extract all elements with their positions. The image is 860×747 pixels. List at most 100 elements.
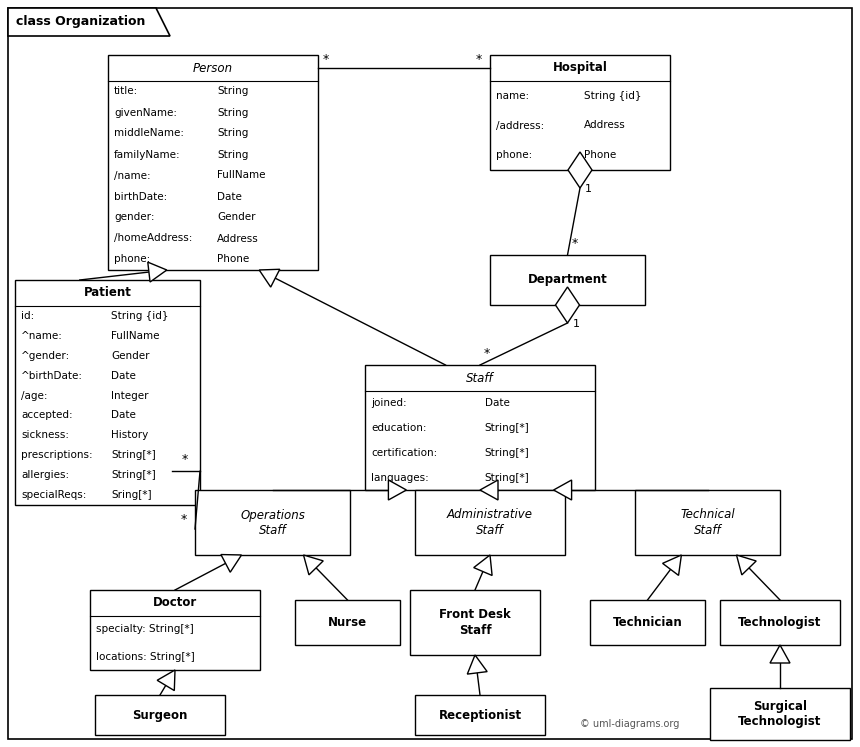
Polygon shape xyxy=(770,645,790,663)
Text: FullName: FullName xyxy=(218,170,266,181)
Text: *: * xyxy=(572,237,578,250)
Text: Technician: Technician xyxy=(612,616,682,629)
Text: class Organization: class Organization xyxy=(16,16,145,28)
Text: String {id}: String {id} xyxy=(584,91,641,101)
Text: *: * xyxy=(476,53,482,66)
Bar xyxy=(365,365,595,490)
Text: gender:: gender: xyxy=(114,212,155,223)
Text: String: String xyxy=(218,87,249,96)
Text: *: * xyxy=(182,453,188,466)
Text: title:: title: xyxy=(114,87,138,96)
Text: Department: Department xyxy=(528,273,607,287)
Text: Sring[*]: Sring[*] xyxy=(111,490,152,500)
Text: name:: name: xyxy=(496,91,529,101)
Text: locations: String[*]: locations: String[*] xyxy=(96,651,194,662)
Text: String[*]: String[*] xyxy=(484,423,530,433)
Text: String {id}: String {id} xyxy=(111,311,169,321)
Text: /address:: /address: xyxy=(496,120,544,131)
Text: *: * xyxy=(181,513,187,526)
Text: String[*]: String[*] xyxy=(111,450,156,460)
Polygon shape xyxy=(662,555,681,575)
Text: Technologist: Technologist xyxy=(739,616,821,629)
Text: birthDate:: birthDate: xyxy=(114,191,167,202)
Text: allergies:: allergies: xyxy=(21,470,69,480)
Polygon shape xyxy=(221,554,242,572)
Text: /age:: /age: xyxy=(21,391,47,400)
Text: ^birthDate:: ^birthDate: xyxy=(21,371,83,381)
Text: /homeAddress:: /homeAddress: xyxy=(114,234,193,244)
Text: Operations
Staff: Operations Staff xyxy=(240,509,305,536)
Text: Person: Person xyxy=(193,61,233,75)
Text: String[*]: String[*] xyxy=(484,473,530,483)
Text: /name:: /name: xyxy=(114,170,150,181)
Polygon shape xyxy=(389,480,407,500)
Text: certification:: certification: xyxy=(371,448,437,458)
Text: Hospital: Hospital xyxy=(553,61,607,75)
Text: Date: Date xyxy=(484,398,509,409)
Text: String: String xyxy=(218,149,249,160)
Polygon shape xyxy=(480,480,498,500)
Text: Receptionist: Receptionist xyxy=(439,708,521,722)
Text: *: * xyxy=(484,347,490,360)
Text: Integer: Integer xyxy=(111,391,149,400)
Text: Administrative
Staff: Administrative Staff xyxy=(447,509,533,536)
Text: 1: 1 xyxy=(585,184,592,194)
Text: id:: id: xyxy=(21,311,34,321)
Text: ^gender:: ^gender: xyxy=(21,351,71,361)
Text: education:: education: xyxy=(371,423,427,433)
Text: Surgical
Technologist: Surgical Technologist xyxy=(739,700,821,728)
Text: Gender: Gender xyxy=(218,212,255,223)
Bar xyxy=(415,695,545,735)
Polygon shape xyxy=(148,262,167,282)
Bar xyxy=(490,55,670,170)
Text: Surgeon: Surgeon xyxy=(132,708,187,722)
Text: String[*]: String[*] xyxy=(484,448,530,458)
Bar xyxy=(95,695,225,735)
Bar xyxy=(720,600,840,645)
Text: © uml-diagrams.org: © uml-diagrams.org xyxy=(580,719,679,729)
Text: phone:: phone: xyxy=(496,150,532,160)
Text: Gender: Gender xyxy=(111,351,150,361)
Text: FullName: FullName xyxy=(111,331,160,341)
Text: *: * xyxy=(323,53,329,66)
Bar xyxy=(195,490,350,555)
Bar xyxy=(490,255,645,305)
Text: middleName:: middleName: xyxy=(114,128,184,138)
Bar xyxy=(590,600,705,645)
Polygon shape xyxy=(554,480,572,500)
Polygon shape xyxy=(736,555,756,575)
Text: String[*]: String[*] xyxy=(111,470,156,480)
Text: givenName:: givenName: xyxy=(114,108,177,117)
Text: familyName:: familyName: xyxy=(114,149,181,160)
Text: Front Desk
Staff: Front Desk Staff xyxy=(439,609,511,636)
Bar xyxy=(710,688,850,740)
Text: languages:: languages: xyxy=(371,473,429,483)
Text: String: String xyxy=(218,108,249,117)
Text: History: History xyxy=(111,430,149,440)
Text: accepted:: accepted: xyxy=(21,410,72,421)
Text: Date: Date xyxy=(218,191,242,202)
Text: prescriptions:: prescriptions: xyxy=(21,450,93,460)
Polygon shape xyxy=(568,152,592,188)
Bar xyxy=(410,590,540,655)
Polygon shape xyxy=(8,8,170,36)
Text: Date: Date xyxy=(111,410,136,421)
Polygon shape xyxy=(259,269,280,287)
Text: Doctor: Doctor xyxy=(153,597,197,610)
Bar xyxy=(635,490,780,555)
Bar xyxy=(295,600,400,645)
Text: specialReqs:: specialReqs: xyxy=(21,490,86,500)
Text: Technical
Staff: Technical Staff xyxy=(680,509,734,536)
Text: Address: Address xyxy=(584,120,625,131)
Text: sickness:: sickness: xyxy=(21,430,69,440)
Text: Nurse: Nurse xyxy=(328,616,367,629)
Text: Phone: Phone xyxy=(584,150,616,160)
Bar xyxy=(90,590,260,670)
Text: Address: Address xyxy=(218,234,259,244)
Text: phone:: phone: xyxy=(114,255,150,264)
Text: ^name:: ^name: xyxy=(21,331,63,341)
Polygon shape xyxy=(304,555,323,575)
Bar xyxy=(415,490,565,555)
Polygon shape xyxy=(474,555,492,575)
Polygon shape xyxy=(556,287,580,323)
